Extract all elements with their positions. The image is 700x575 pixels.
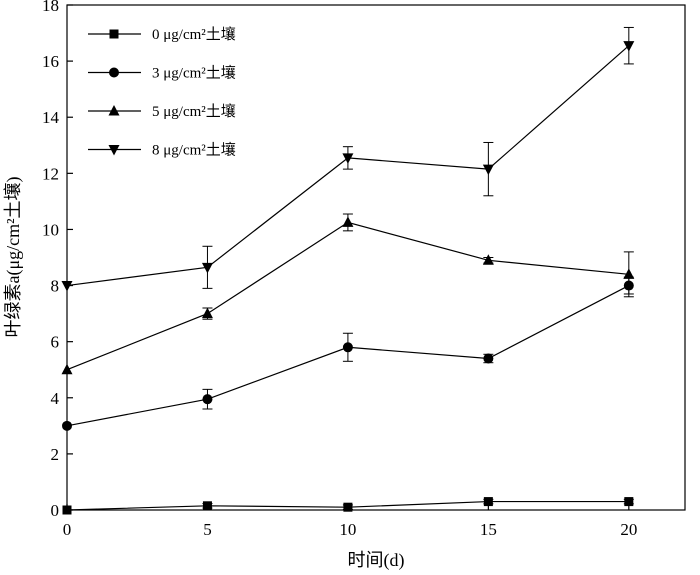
x-tick-label: 0 — [63, 520, 72, 539]
data-point — [61, 281, 73, 292]
legend: 0 μg/cm²土壤 3 μg/cm²土壤 5 μg/cm²土壤 8 μg/cm²土壤 — [88, 25, 236, 159]
y-tick-label: 4 — [51, 389, 60, 408]
legend-label: 8 μg/cm²土壤 — [152, 141, 236, 159]
x-tick-label: 20 — [620, 520, 637, 539]
data-point — [483, 353, 494, 364]
legend-label: 5 μg/cm²土壤 — [152, 102, 236, 120]
y-tick-label: 10 — [42, 220, 59, 239]
x-axis-title: 时间(d) — [348, 550, 405, 571]
data-point — [342, 216, 354, 227]
y-tick-label: 16 — [42, 52, 59, 71]
data-point — [201, 307, 213, 319]
data-point — [482, 164, 494, 176]
data-point — [61, 363, 73, 375]
data-point — [483, 497, 493, 507]
data-point — [623, 268, 635, 279]
x-tick-label: 15 — [480, 520, 497, 539]
y-tick-label: 0 — [51, 501, 60, 520]
legend-marker — [108, 105, 120, 116]
y-tick-label: 6 — [51, 333, 60, 352]
y-tick-label: 8 — [51, 277, 60, 296]
y-tick-label: 2 — [51, 445, 60, 464]
y-tick-label: 18 — [42, 0, 59, 15]
legend-label: 3 μg/cm²土壤 — [152, 64, 236, 82]
legend-marker — [109, 29, 119, 39]
plot-frame — [66, 4, 686, 511]
data-point — [62, 420, 72, 431]
y-tick-label: 12 — [42, 164, 59, 183]
y-axis-title: 叶绿素a(μg/cm²土壤) — [3, 176, 24, 337]
legend-label: 0 μg/cm²土壤 — [152, 25, 236, 43]
data-point — [623, 41, 635, 52]
axes-layer: 0 2 4 6 8 10 12 14 16 18 0 5 10 15 20 — [42, 0, 637, 539]
data-point — [201, 262, 213, 274]
data-point — [342, 153, 354, 164]
data-point — [202, 394, 213, 405]
series-3 — [61, 26, 635, 292]
y-tick-label: 14 — [42, 108, 60, 127]
series-layer — [61, 26, 635, 515]
x-tick-label: 10 — [339, 520, 356, 539]
x-tick-label: 5 — [203, 520, 212, 539]
data-point — [342, 342, 353, 353]
data-point — [624, 497, 634, 507]
series-1 — [62, 276, 634, 431]
series-2 — [61, 213, 635, 375]
legend-marker — [108, 145, 120, 156]
data-point — [482, 254, 494, 265]
legend-marker — [109, 67, 119, 78]
